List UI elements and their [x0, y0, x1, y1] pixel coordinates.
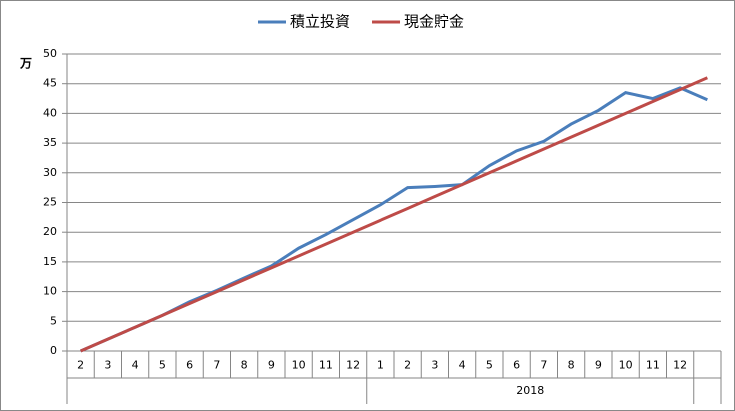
y-tick-label: 0	[50, 344, 57, 357]
x-tick-label: 11	[319, 359, 333, 372]
x-tick-label: 3	[104, 359, 111, 372]
y-tick-label: 10	[43, 285, 57, 298]
x-tick-label: 8	[568, 359, 575, 372]
x-tick-label: 2	[77, 359, 84, 372]
x-tick-label: 10	[292, 359, 306, 372]
x-tick-label: 7	[540, 359, 547, 372]
y-tick-label: 15	[43, 255, 57, 268]
x-tick-label: 12	[346, 359, 360, 372]
legend: 積立投資 現金貯金	[258, 13, 464, 31]
x-tick-label: 11	[646, 359, 660, 372]
x-tick-label: 4	[132, 359, 139, 372]
x-tick-label: 8	[241, 359, 248, 372]
x-tick-label: 10	[619, 359, 633, 372]
y-tick-label: 5	[50, 314, 57, 327]
x-tick-label: 4	[459, 359, 466, 372]
x-tick-label: 1	[377, 359, 384, 372]
y-tick-label: 20	[43, 225, 57, 238]
x-tick-label: 9	[268, 359, 275, 372]
y-tick-label: 30	[43, 166, 57, 179]
y-tick-label: 35	[43, 136, 57, 149]
x-tick-label: 6	[186, 359, 193, 372]
legend-label: 積立投資	[290, 13, 350, 31]
legend-label: 現金貯金	[404, 13, 464, 31]
x-tick-label: 2	[404, 359, 411, 372]
x-tick-label: 7	[213, 359, 220, 372]
y-unit: 万	[19, 57, 32, 71]
x-tick-label: 5	[159, 359, 166, 372]
x-tick-label: 5	[486, 359, 493, 372]
y-tick-label: 40	[43, 106, 57, 119]
x-tick-label: 6	[513, 359, 520, 372]
y-tick-label: 50	[43, 47, 57, 60]
x-tick-label: 3	[431, 359, 438, 372]
x-tick-label: 9	[595, 359, 602, 372]
x-tick-label: 12	[673, 359, 687, 372]
series-line	[80, 76, 708, 353]
y-tick-label: 45	[43, 77, 57, 90]
y-tick-label: 25	[43, 196, 57, 209]
x-group-label: 2018	[516, 384, 544, 397]
